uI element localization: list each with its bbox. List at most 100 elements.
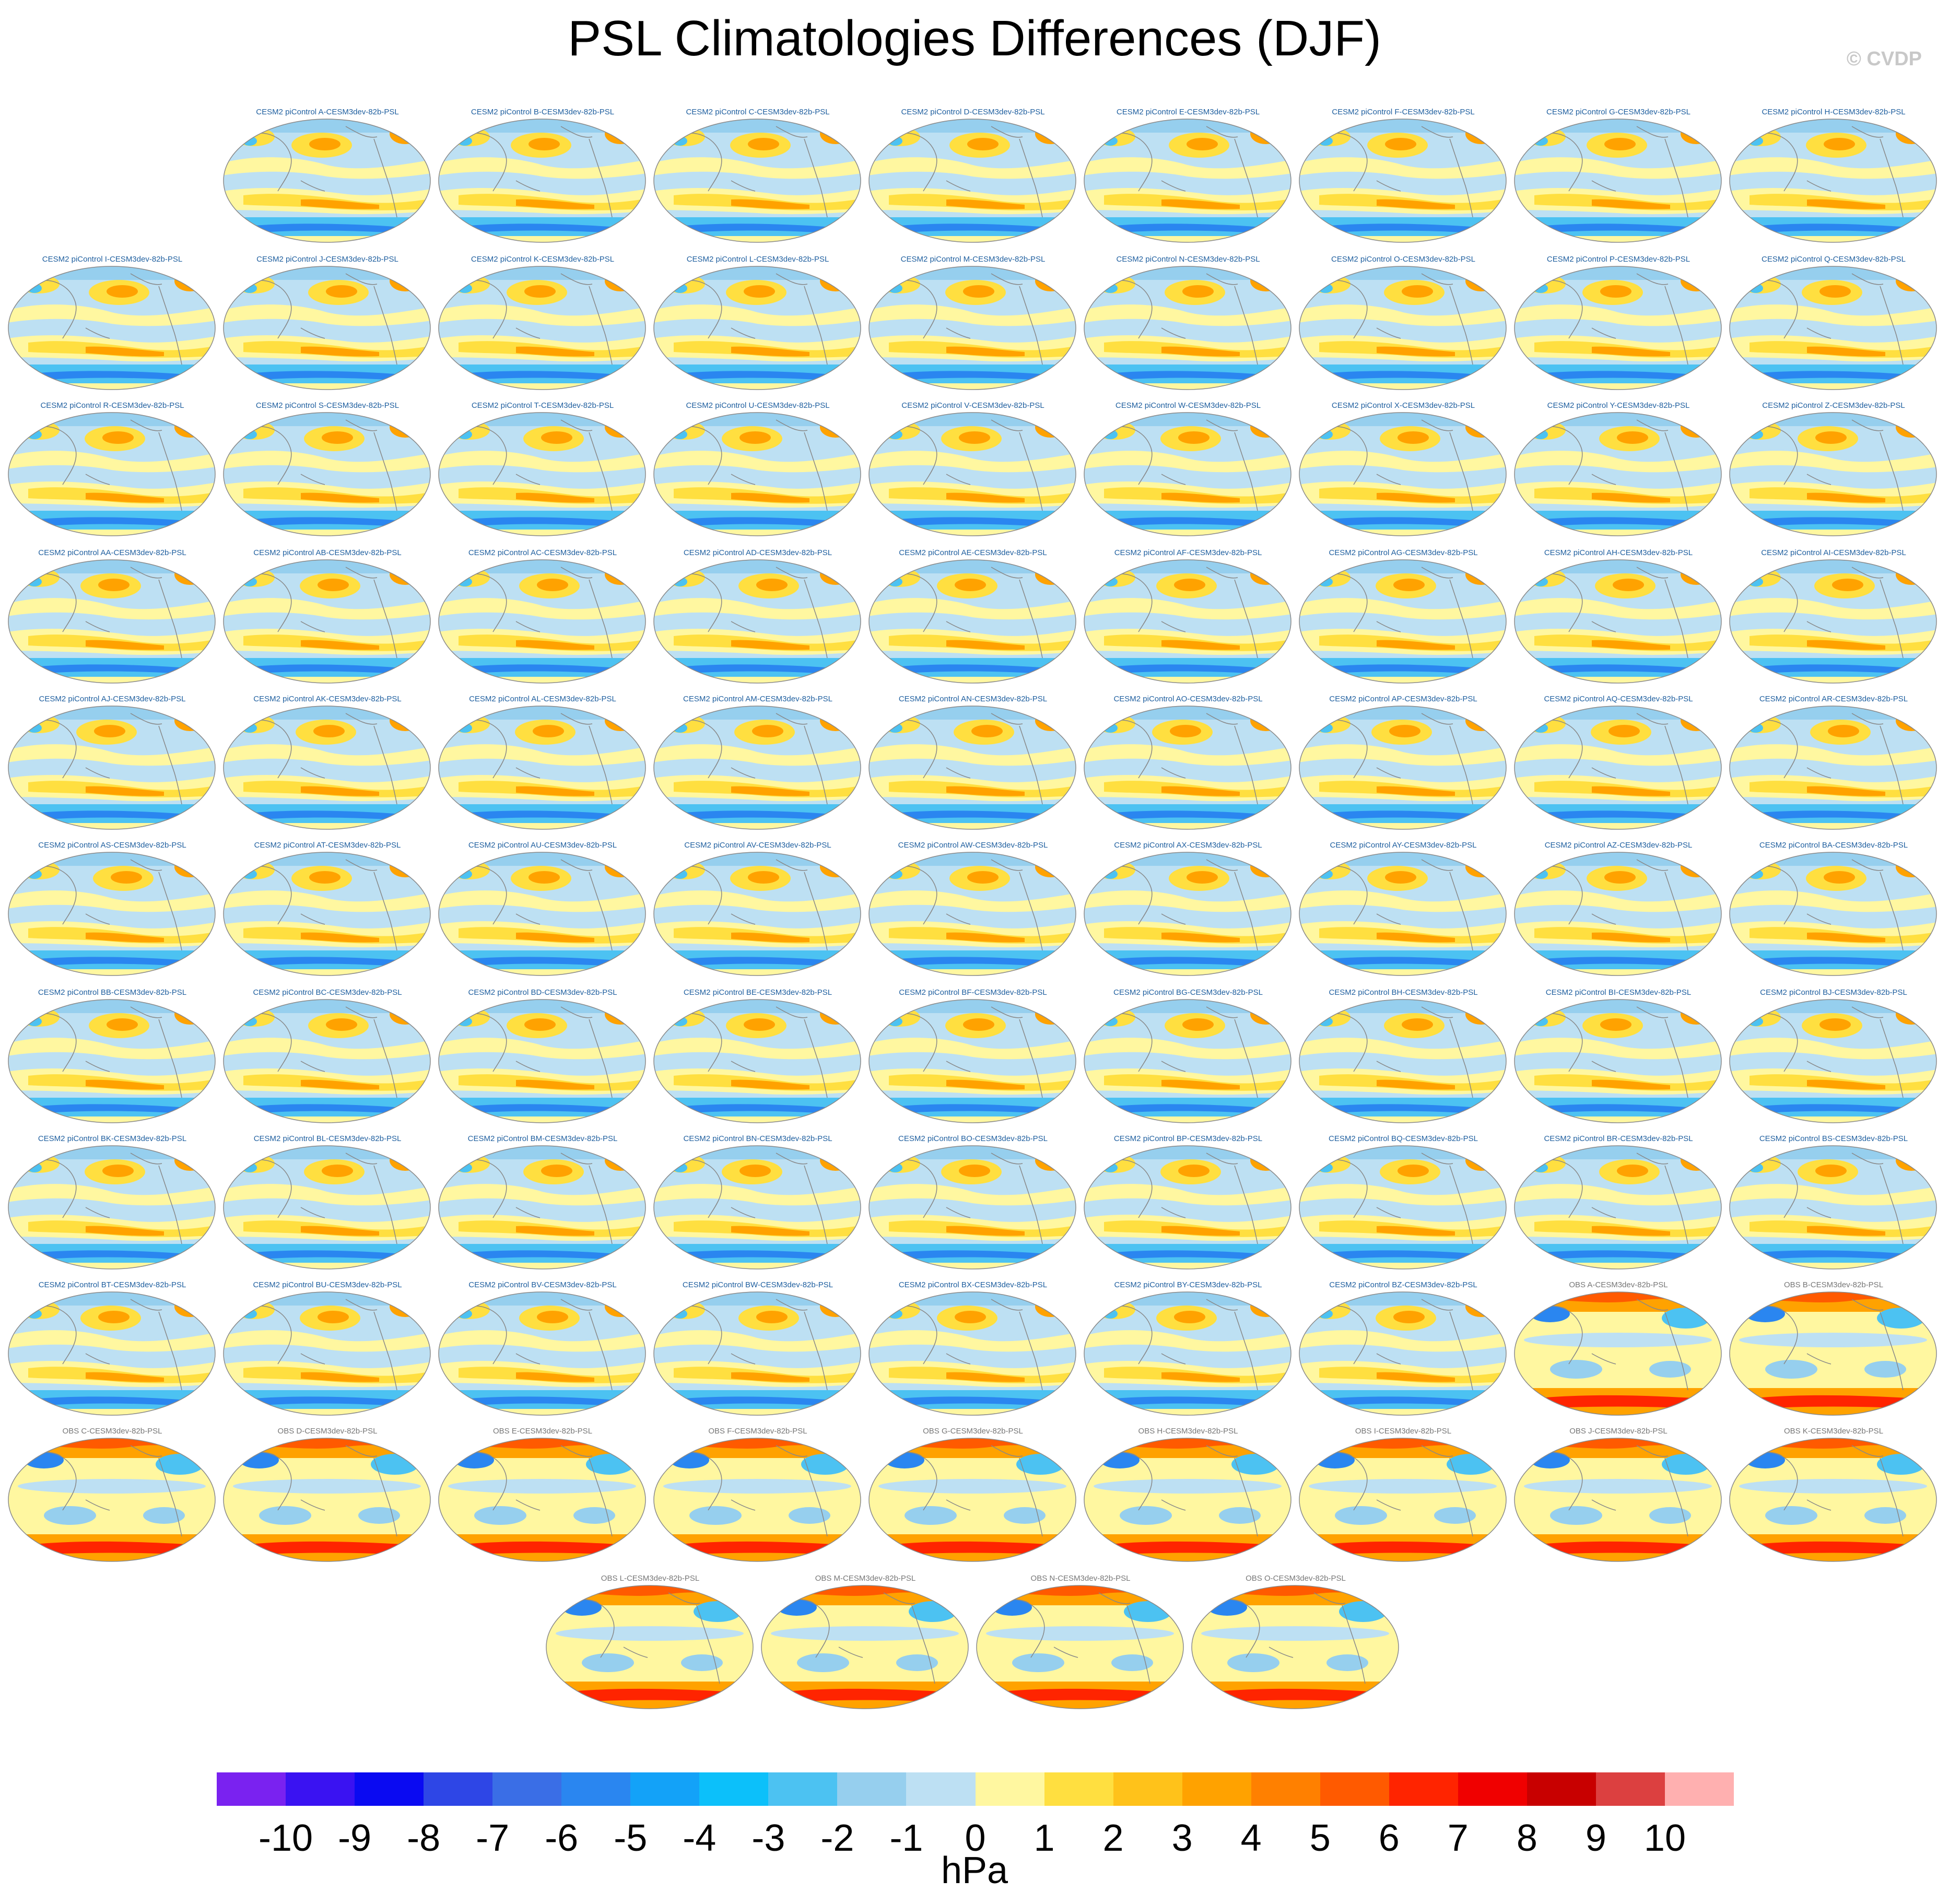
coastline: [682, 1153, 828, 1244]
panel-title: CESM2 piControl I-CESM3dev-82b-PSL: [42, 255, 183, 264]
colorbar-box: [1458, 1772, 1527, 1806]
map-panel: OBS B-CESM3dev-82b-PSL: [1729, 1280, 1939, 1417]
map-panel: CESM2 piControl BB-CESM3dev-82b-PSL: [7, 988, 217, 1125]
map-panel: CESM2 piControl AJ-CESM3dev-82b-PSL: [7, 695, 217, 831]
panel-title: OBS G-CESM3dev-82b-PSL: [923, 1427, 1023, 1436]
coastline: [1112, 1299, 1258, 1391]
panel-map: [1084, 1291, 1291, 1416]
coastline: [1757, 1153, 1904, 1244]
map-panel: CESM2 piControl AP-CESM3dev-82b-PSL: [1298, 695, 1508, 831]
map-border: [1729, 852, 1937, 976]
colorbar-box: [355, 1772, 424, 1806]
panel-title: CESM2 piControl B-CESM3dev-82b-PSL: [471, 108, 615, 116]
panel-title: CESM2 piControl BN-CESM3dev-82b-PSL: [683, 1134, 832, 1143]
panel-map: [868, 1438, 1076, 1562]
map-border: [1729, 119, 1937, 243]
map-border: [438, 1291, 646, 1416]
map-border: [223, 1438, 431, 1562]
map-panel: CESM2 piControl AA-CESM3dev-82b-PSL: [7, 548, 217, 685]
colorbar-box: [1595, 1772, 1665, 1806]
panel-map: [1084, 1145, 1291, 1270]
panel-title: CESM2 piControl BX-CESM3dev-82b-PSL: [898, 1280, 1048, 1289]
map-panel: CESM2 piControl BX-CESM3dev-82b-PSL: [868, 1280, 1078, 1417]
panel-map: [8, 266, 216, 390]
panel-title: CESM2 piControl H-CESM3dev-82b-PSL: [1762, 108, 1906, 116]
panel-map: [1299, 852, 1507, 976]
map-panel: CESM2 piControl AV-CESM3dev-82b-PSL: [653, 841, 863, 978]
coastline: [251, 1299, 397, 1391]
panel-title: OBS J-CESM3dev-82b-PSL: [1569, 1427, 1668, 1436]
panel-title: CESM2 piControl BL-CESM3dev-82b-PSL: [253, 1134, 402, 1143]
colorbar-tick-label: 1: [1034, 1817, 1055, 1859]
panel-title: OBS L-CESM3dev-82b-PSL: [601, 1574, 700, 1583]
map-border: [1729, 999, 1937, 1123]
coastline: [251, 273, 397, 365]
map-border: [1514, 999, 1722, 1123]
panel-map: [546, 1585, 754, 1709]
colorbar-tick-label: 4: [1240, 1817, 1262, 1859]
map-panel: CESM2 piControl AI-CESM3dev-82b-PSL: [1729, 548, 1939, 685]
panel-map: [1729, 119, 1937, 243]
panel-map: [1084, 852, 1291, 976]
panel-map: [1299, 706, 1507, 830]
coastline: [251, 567, 397, 659]
panel-title: CESM2 piControl BE-CESM3dev-82b-PSL: [683, 988, 832, 997]
panel-title: OBS F-CESM3dev-82b-PSL: [708, 1427, 807, 1436]
coastline: [1542, 126, 1688, 218]
panel-map: [1191, 1585, 1399, 1709]
map-panel: CESM2 piControl BW-CESM3dev-82b-PSL: [653, 1280, 863, 1417]
map-border: [1514, 266, 1722, 390]
colorbar-tick-label: 9: [1585, 1817, 1606, 1859]
panel-title: CESM2 piControl T-CESM3dev-82b-PSL: [471, 401, 614, 410]
panel-map: [1514, 706, 1722, 830]
panel-map: [868, 852, 1076, 976]
panel-title: CESM2 piControl Q-CESM3dev-82b-PSL: [1762, 255, 1906, 264]
coastline: [466, 713, 613, 805]
panel-title: CESM2 piControl BO-CESM3dev-82b-PSL: [898, 1134, 1048, 1143]
colorbar-tick-label: -5: [614, 1817, 648, 1859]
coastline: [251, 1006, 397, 1098]
map-panel: OBS C-CESM3dev-82b-PSL: [7, 1427, 217, 1564]
map-panel: CESM2 piControl AB-CESM3dev-82b-PSL: [222, 548, 432, 685]
map-border: [1729, 1438, 1937, 1562]
panel-title: CESM2 piControl AP-CESM3dev-82b-PSL: [1329, 695, 1477, 703]
map-border: [868, 1438, 1076, 1562]
coastline: [682, 859, 828, 951]
coastline: [1542, 567, 1688, 659]
panel-map: [223, 1291, 431, 1416]
panel-map: [1514, 119, 1722, 243]
map-border: [1084, 412, 1291, 536]
map-border: [1084, 999, 1291, 1123]
map-border: [653, 852, 861, 976]
coastline: [1112, 273, 1258, 365]
map-panel: OBS D-CESM3dev-82b-PSL: [222, 1427, 432, 1564]
map-border: [8, 706, 216, 830]
map-panel: CESM2 piControl BP-CESM3dev-82b-PSL: [1083, 1134, 1293, 1271]
colorbar-tick-label: 0: [965, 1817, 986, 1859]
panel-map: [1084, 706, 1291, 830]
coastline: [682, 567, 828, 659]
map-panel: CESM2 piControl P-CESM3dev-82b-PSL: [1513, 255, 1723, 392]
panel-map: [1729, 1291, 1937, 1416]
panel-map: [653, 1438, 861, 1562]
coastline: [466, 1006, 613, 1098]
panel-map: [438, 1438, 646, 1562]
coastline: [1327, 859, 1473, 951]
map-panel: CESM2 piControl BA-CESM3dev-82b-PSL: [1729, 841, 1939, 978]
map-border: [868, 266, 1076, 390]
panel-title: CESM2 piControl G-CESM3dev-82b-PSL: [1546, 108, 1690, 116]
coastline: [36, 273, 182, 365]
map-border: [8, 1291, 216, 1416]
coastline: [251, 713, 397, 805]
panel-map: [438, 999, 646, 1123]
map-panel: OBS F-CESM3dev-82b-PSL: [653, 1427, 863, 1564]
map-panel: OBS I-CESM3dev-82b-PSL: [1298, 1427, 1508, 1564]
panel-map: [868, 266, 1076, 390]
map-border: [868, 1291, 1076, 1416]
coastline: [466, 1445, 613, 1537]
panel-title: CESM2 piControl AT-CESM3dev-82b-PSL: [254, 841, 401, 850]
panel-title: OBS N-CESM3dev-82b-PSL: [1030, 1574, 1131, 1583]
map-panel: CESM2 piControl R-CESM3dev-82b-PSL: [7, 401, 217, 538]
map-border: [438, 119, 646, 243]
panel-map: [976, 1585, 1184, 1709]
